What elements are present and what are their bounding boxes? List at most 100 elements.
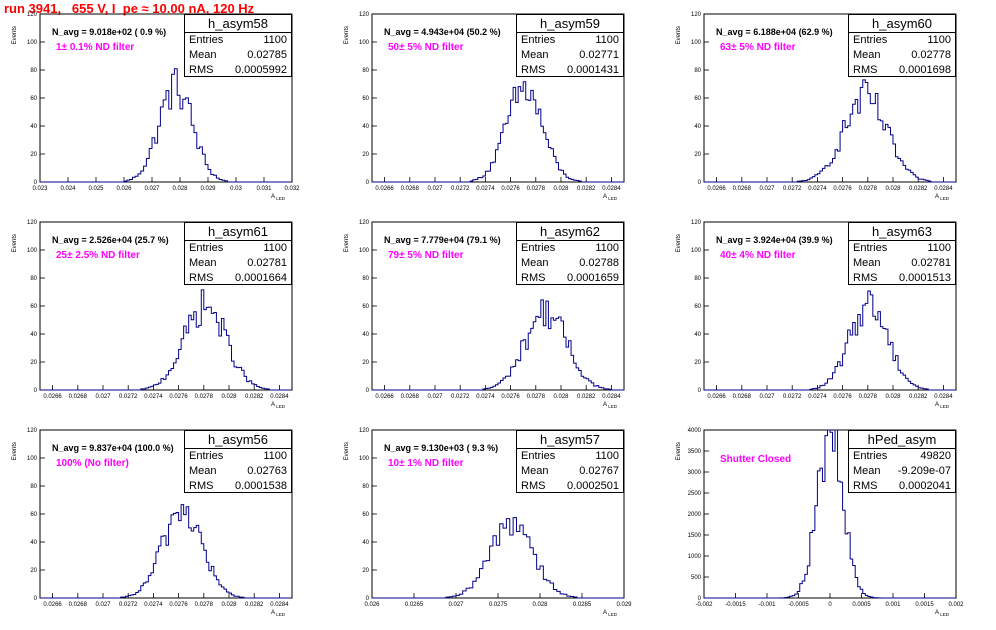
x-tick-label: 0	[828, 602, 832, 608]
y-tick-label: 80	[362, 276, 369, 282]
stat-label-entries: Entries	[521, 34, 556, 46]
x-tick-label: -0.0015	[725, 602, 746, 608]
stat-label-mean: Mean	[189, 49, 217, 61]
y-tick-label: 40	[30, 124, 37, 130]
stat-value-entries: 49820	[920, 450, 951, 462]
y-tick-label: 60	[30, 96, 37, 102]
stat-value-entries: 1100	[263, 242, 287, 254]
x-tick-label: 0.0274	[144, 602, 163, 608]
y-tick-label: 60	[694, 96, 701, 102]
histogram-name: h_asym57	[517, 431, 623, 449]
y-tick-label: 100	[359, 456, 370, 462]
x-tick-label: 0.027	[427, 186, 443, 192]
stats-box: h_asym56 Entries 1100 Mean 0.02763 RMS 0.00015…	[184, 430, 292, 493]
stat-value-entries: 1100	[595, 450, 619, 462]
x-tick-label: 0.028	[172, 186, 188, 192]
histogram-name: h_asym61	[185, 223, 291, 241]
y-tick-label: 80	[362, 484, 369, 490]
x-tick-label: 0.0284	[270, 394, 289, 400]
y-axis-title: Events	[344, 26, 350, 44]
stat-value-mean: 0.02788	[579, 257, 619, 269]
stat-row-mean: Mean -9.209e-07	[849, 464, 955, 479]
stat-label-rms: RMS	[853, 64, 878, 76]
stat-label-mean: Mean	[521, 257, 549, 269]
page-title: run 3941, 655 V, I_pe ≈ 10.00 nA, 120 Hz	[4, 1, 255, 16]
stat-label-entries: Entries	[521, 242, 556, 254]
stat-value-rms: 0.0002501	[567, 480, 619, 492]
stat-label-entries: Entries	[189, 34, 224, 46]
stat-value-mean: 0.02785	[247, 49, 287, 61]
x-tick-label: 0.0278	[195, 394, 214, 400]
stat-value-rms: 0.0001698	[899, 64, 951, 76]
y-tick-label: 1500	[688, 533, 702, 539]
histogram-panel-h_asym56: 0.0266 0.0268 0.027 0.0272 0.0274 0.0276 0.027…	[0, 428, 332, 630]
stat-label-rms: RMS	[189, 272, 214, 284]
filter-label: 40± 4% ND filter	[720, 250, 796, 261]
stat-row-mean: Mean 0.02763	[185, 464, 291, 479]
stat-label-entries: Entries	[853, 450, 888, 462]
y-axis-title: Events	[344, 442, 350, 460]
histogram-panel-h_asym57: 0.026 0.0265 0.027 0.0275 0.028 0.0285 0.029 0 2…	[332, 428, 664, 630]
x-tick-label: 0.001	[885, 602, 901, 608]
y-tick-label: 40	[30, 540, 37, 546]
x-tick-label: 0.027	[759, 394, 775, 400]
stat-value-entries: 1100	[927, 242, 951, 254]
y-tick-label: 120	[359, 428, 370, 434]
histogram-line	[704, 429, 956, 599]
y-tick-label: 0	[698, 388, 702, 394]
stat-label-rms: RMS	[853, 272, 878, 284]
y-tick-label: 60	[362, 512, 369, 518]
y-tick-label: 100	[359, 40, 370, 46]
histogram-line	[40, 504, 292, 599]
y-tick-label: 3500	[688, 449, 702, 455]
histogram-name: hPed_asym	[849, 431, 955, 449]
y-tick-label: 60	[30, 512, 37, 518]
x-tick-label: 0.0276	[833, 186, 852, 192]
histogram-svg: 0.0266 0.0268 0.027 0.0272 0.0274 0.0276 0.027…	[676, 12, 957, 201]
histogram-name: h_asym62	[517, 223, 623, 241]
histogram-line	[40, 68, 292, 183]
x-tick-label: 0.0266	[375, 394, 394, 400]
histogram-name: h_asym63	[849, 223, 955, 241]
stat-label-rms: RMS	[853, 480, 878, 492]
y-tick-label: 20	[694, 360, 701, 366]
x-tick-label: 0.0266	[43, 602, 62, 608]
stat-value-mean: 0.02778	[911, 49, 951, 61]
stat-row-entries: Entries 1100	[849, 241, 955, 256]
x-tick-label: 0.0272	[783, 394, 802, 400]
x-tick-label: 0.0284	[602, 394, 621, 400]
stat-row-entries: Entries 1100	[185, 241, 291, 256]
x-axis-title: A LED	[935, 194, 950, 201]
histogram-panel-h_asym62: 0.0266 0.0268 0.027 0.0272 0.0274 0.0276 0.027…	[332, 220, 664, 422]
y-tick-label: 100	[691, 40, 702, 46]
y-tick-label: 20	[30, 568, 37, 574]
stat-row-entries: Entries 49820	[849, 449, 955, 464]
stat-value-mean: 0.02781	[247, 257, 287, 269]
stat-label-entries: Entries	[189, 242, 224, 254]
y-tick-label: 0	[34, 388, 38, 394]
histogram-svg: 0.0266 0.0268 0.027 0.0272 0.0274 0.0276 0.027…	[676, 220, 957, 409]
y-tick-label: 100	[27, 456, 38, 462]
x-tick-label: 0.0268	[401, 394, 420, 400]
stat-row-rms: RMS 0.0002041	[849, 479, 955, 494]
stat-label-mean: Mean	[853, 257, 881, 269]
stat-row-mean: Mean 0.02771	[517, 48, 623, 63]
x-tick-label: 0.023	[32, 186, 48, 192]
y-tick-label: 80	[30, 68, 37, 74]
x-tick-label: 0.0278	[527, 394, 546, 400]
x-tick-label: 0.027	[95, 394, 111, 400]
x-tick-label: 0.027	[95, 602, 111, 608]
y-tick-label: 60	[694, 304, 701, 310]
x-tick-label: 0.0278	[859, 186, 878, 192]
y-tick-label: 0	[698, 180, 702, 186]
x-tick-label: 0.0274	[808, 186, 827, 192]
stat-row-mean: Mean 0.02785	[185, 48, 291, 63]
y-tick-label: 40	[362, 540, 369, 546]
histogram-svg: 0.0266 0.0268 0.027 0.0272 0.0274 0.0276 0.027…	[344, 12, 625, 201]
stat-value-rms: 0.0001664	[235, 272, 287, 284]
x-axis-title: A LED	[603, 194, 618, 201]
stat-label-mean: Mean	[521, 49, 549, 61]
stat-row-mean: Mean 0.02781	[185, 256, 291, 271]
histogram-panel-h_asym58: 0.023 0.024 0.025 0.026 0.027 0.028 0.029 0.03 0…	[0, 12, 332, 214]
x-tick-label: 0.0282	[245, 602, 264, 608]
